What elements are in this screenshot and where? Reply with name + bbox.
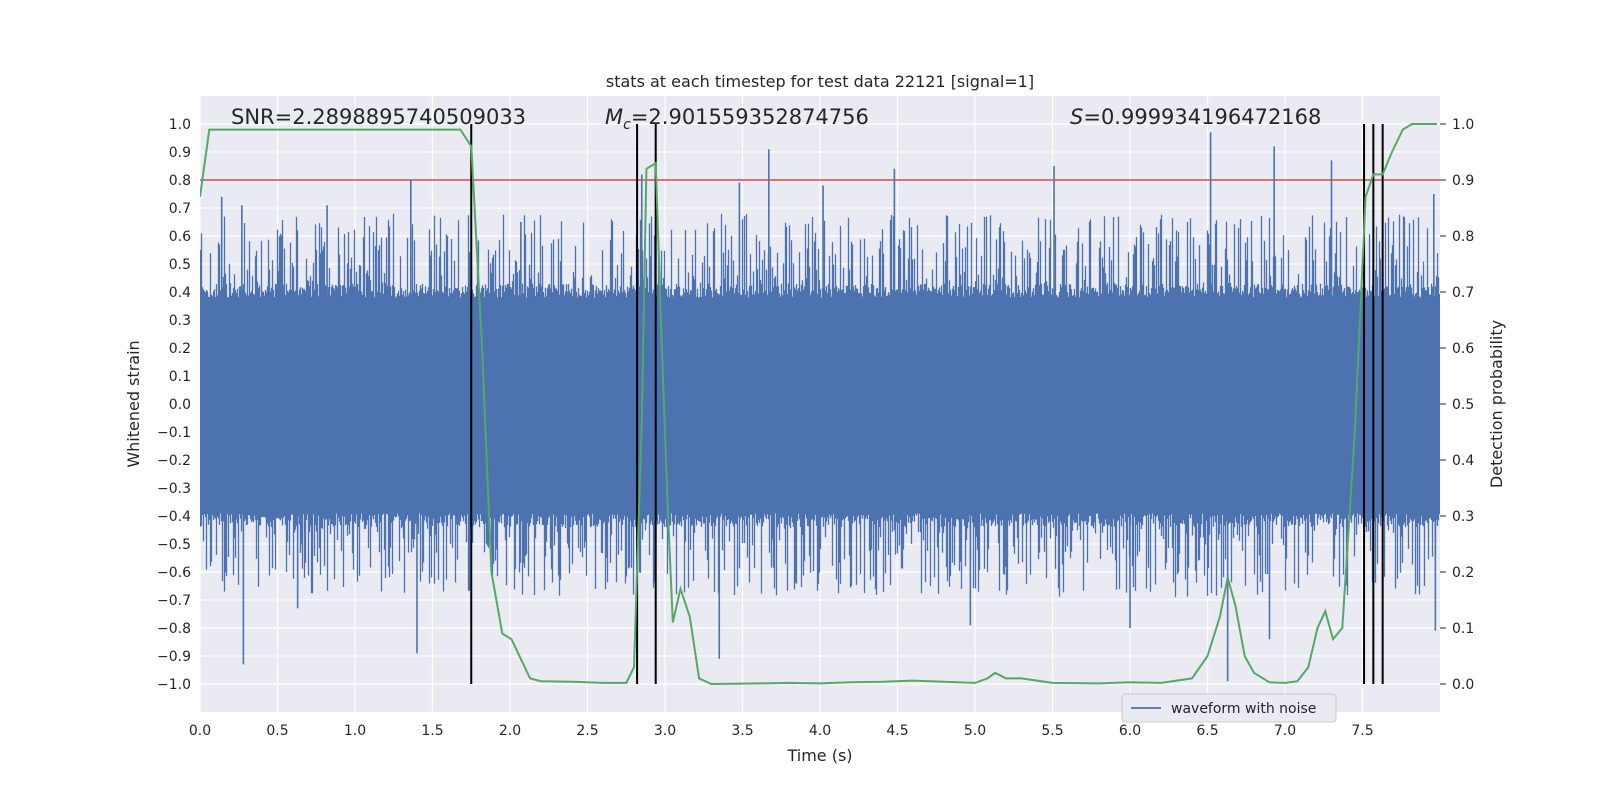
x-tick-label: 2.0 <box>499 723 521 739</box>
s-value: =0.999934196472168 <box>1083 105 1321 129</box>
y-left-tick-label: −0.9 <box>157 649 191 665</box>
x-tick-label: 2.5 <box>576 723 598 739</box>
x-axis-label: Time (s) <box>786 746 852 765</box>
detection-marks <box>470 124 1384 684</box>
y-left-tick-label: 0.3 <box>169 313 191 329</box>
y-left-tick-label: −0.2 <box>157 453 191 469</box>
x-tick-label: 7.5 <box>1351 723 1373 739</box>
y-left-axis-ticks: 1.0 0.9 0.8 0.7 0.6 0.5 0.4 0.3 0.2 0.1 0.0 −0.1 −0.… <box>157 117 191 693</box>
y-right-tick-label: 0.6 <box>1452 341 1474 357</box>
y-left-tick-label: 0.4 <box>169 285 191 301</box>
y-right-tick-label: 0.1 <box>1452 621 1474 637</box>
y-right-tick-label: 0.3 <box>1452 509 1474 525</box>
legend: waveform with noise <box>1121 693 1337 723</box>
x-tick-label: 7.0 <box>1274 723 1296 739</box>
y-right-axis-label: Detection probability <box>1487 320 1506 488</box>
x-tick-label: 4.5 <box>886 723 908 739</box>
y-right-tick-label: 0.4 <box>1452 453 1474 469</box>
x-tick-label: 3.5 <box>731 723 753 739</box>
snr-annotation: SNR=2.2898895740509033 <box>231 105 526 129</box>
waveform-core-band <box>200 297 1440 514</box>
y-right-tick-label: 0.9 <box>1452 173 1474 189</box>
chirp-mass-annotation: Mc=2.901559352874756 <box>605 105 869 133</box>
y-left-tick-label: 0.0 <box>169 397 191 413</box>
y-left-tick-label: −0.1 <box>157 425 191 441</box>
x-tick-label: 6.5 <box>1196 723 1218 739</box>
score-annotation: S=0.999934196472168 <box>1070 105 1321 129</box>
y-left-tick-label: 0.6 <box>169 229 191 245</box>
x-tick-label: 1.5 <box>421 723 443 739</box>
mc-value: =2.901559352874756 <box>631 105 869 129</box>
y-left-tick-label: 0.9 <box>169 145 191 161</box>
y-left-tick-label: −0.6 <box>157 565 191 581</box>
chart-title: stats at each timestep for test data 221… <box>606 72 1034 91</box>
waveform-series <box>200 132 1440 682</box>
y-left-tick-label: −0.4 <box>157 509 191 525</box>
y-right-axis-ticks: 1.0 0.9 0.8 0.7 0.6 0.5 0.4 0.3 0.2 0.1 0.0 <box>1440 117 1474 693</box>
y-right-tick-label: 0.2 <box>1452 565 1474 581</box>
x-tick-label: 0.0 <box>189 723 211 739</box>
y-right-tick-label: 1.0 <box>1452 117 1474 133</box>
probability-line <box>200 123 1437 686</box>
y-right-tick-label: 0.7 <box>1452 285 1474 301</box>
y-right-tick-label: 0.8 <box>1452 229 1474 245</box>
y-left-axis-label: Whitened strain <box>124 340 143 467</box>
x-tick-label: 3.0 <box>654 723 676 739</box>
x-tick-label: 6.0 <box>1119 723 1141 739</box>
x-tick-label: 0.5 <box>266 723 288 739</box>
y-left-tick-label: −0.3 <box>157 481 191 497</box>
x-axis-ticks: 0.0 0.5 1.0 1.5 2.0 2.5 3.0 3.5 4.0 4.5 5.0 5.5 6.0 6… <box>189 723 1374 739</box>
y-right-tick-label: 0.5 <box>1452 397 1474 413</box>
x-tick-label: 4.0 <box>809 723 831 739</box>
y-left-tick-label: 1.0 <box>169 117 191 133</box>
y-left-tick-label: 0.1 <box>169 369 191 385</box>
x-tick-label: 5.0 <box>964 723 986 739</box>
y-left-tick-label: −1.0 <box>157 677 191 693</box>
y-left-tick-label: 0.5 <box>169 257 191 273</box>
legend-label: waveform with noise <box>1171 701 1316 717</box>
s-symbol: S <box>1070 105 1083 129</box>
probability-series <box>200 123 1437 686</box>
y-left-tick-label: 0.7 <box>169 201 191 217</box>
y-right-tick-label: 0.0 <box>1452 677 1474 693</box>
y-left-tick-label: 0.2 <box>169 341 191 357</box>
mc-subscript: c <box>623 117 631 133</box>
mc-symbol: M <box>605 105 623 129</box>
y-left-tick-label: −0.7 <box>157 593 191 609</box>
y-left-tick-label: −0.5 <box>157 537 191 553</box>
y-left-tick-label: 0.8 <box>169 173 191 189</box>
x-tick-label: 5.5 <box>1041 723 1063 739</box>
legend-box <box>1121 693 1337 723</box>
y-left-tick-label: −0.8 <box>157 621 191 637</box>
x-tick-label: 1.0 <box>344 723 366 739</box>
